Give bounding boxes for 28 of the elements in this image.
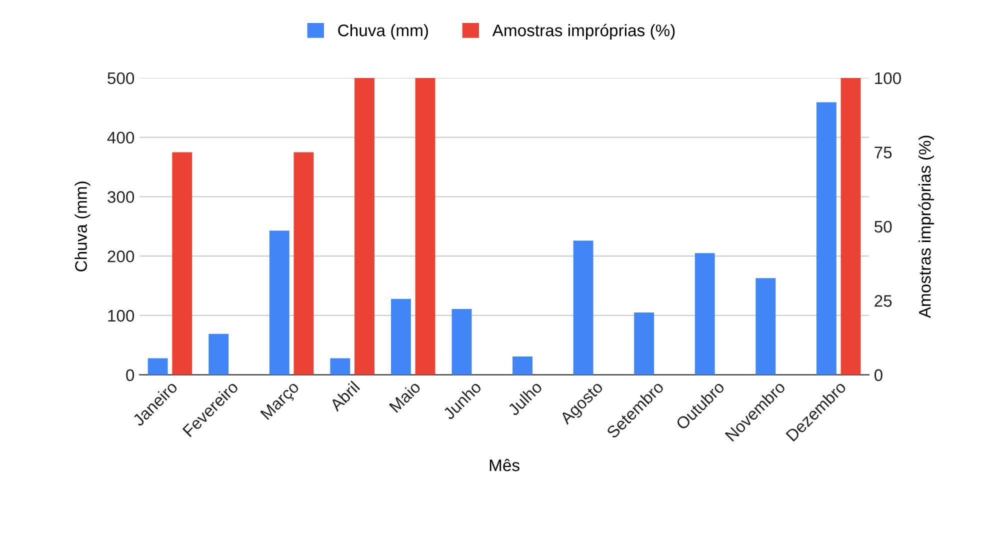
y2-tick-label: 0 [874, 369, 882, 382]
y2-axis-title: Amostras impróprias (%) [918, 136, 934, 318]
bar [390, 298, 411, 375]
bar [634, 312, 654, 375]
y2-tick-label: 50 [874, 220, 892, 233]
bar [148, 358, 168, 375]
y-tick-label: 0 [126, 369, 134, 382]
bar [573, 240, 594, 375]
y2-tick-label: 100 [875, 72, 901, 84]
y-axis-title: Chuva (mm) [74, 182, 90, 272]
bar [269, 230, 290, 375]
y2-tick-label: 75 [874, 146, 892, 158]
bar [452, 308, 472, 375]
legend-label: Chuva (mm) [338, 24, 428, 40]
bar [816, 102, 836, 375]
x-axis-title: Mês [490, 458, 520, 472]
y-tick-label: 200 [108, 250, 134, 262]
y-tick-label: 300 [108, 191, 134, 203]
y-tick-label: 400 [107, 132, 134, 144]
y2-tick-label: 25 [874, 295, 892, 307]
bar [208, 334, 229, 375]
y-tick-label: 100 [108, 310, 134, 322]
y-tick-label: 500 [108, 72, 134, 84]
legend-label: Amostras impróprias (%) [492, 24, 675, 40]
bar [756, 278, 776, 375]
bar [694, 253, 715, 375]
bar [330, 358, 350, 375]
bar [512, 356, 532, 375]
